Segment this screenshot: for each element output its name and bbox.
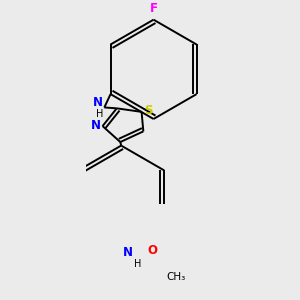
Text: S: S [144, 104, 152, 118]
Text: N: N [90, 119, 100, 132]
Text: N: N [123, 245, 133, 259]
Text: H: H [95, 109, 103, 119]
Text: N: N [93, 96, 103, 109]
Text: CH₃: CH₃ [166, 272, 185, 282]
Text: F: F [149, 2, 158, 15]
Text: O: O [147, 244, 157, 257]
Text: H: H [134, 259, 142, 269]
